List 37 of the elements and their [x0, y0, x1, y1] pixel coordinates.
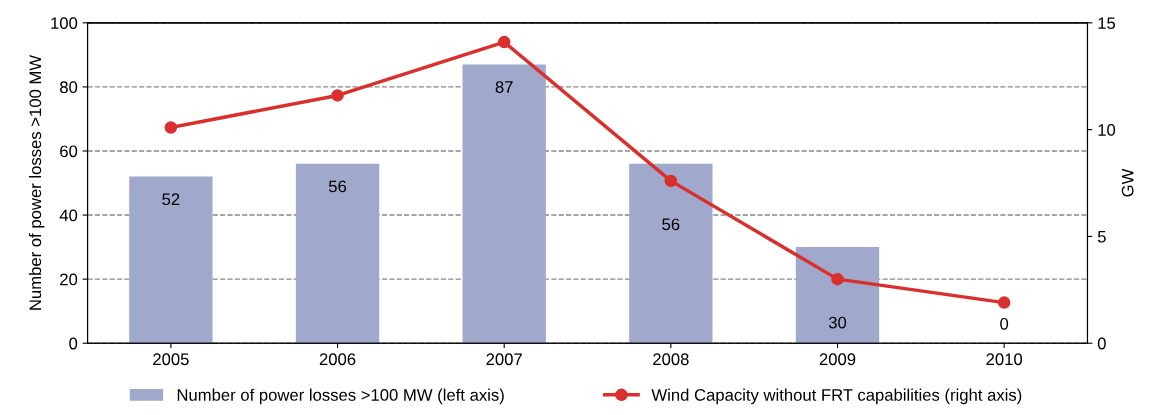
point	[331, 89, 344, 102]
y-tick-label: 20	[60, 273, 78, 286]
y-axis-title: Number of power losses >100 MW	[28, 55, 45, 310]
x-tick-label: 2010	[986, 353, 1023, 366]
y-tick-label: 80	[60, 81, 78, 94]
point	[164, 121, 178, 134]
point	[664, 174, 678, 188]
bar	[462, 64, 546, 344]
point	[831, 272, 844, 286]
bar	[295, 163, 380, 344]
x-tick-label: 2006	[319, 353, 356, 366]
bar	[795, 247, 880, 344]
data-label: 87	[495, 81, 513, 93]
y-tick-label: 60	[60, 145, 78, 158]
data-label: 52	[162, 193, 180, 206]
data-label: 56	[662, 218, 680, 231]
y-tick-label: 40	[59, 209, 78, 222]
y-tick-label: 0	[69, 337, 78, 350]
bar	[629, 163, 713, 344]
y2-tick-label: 0	[1097, 337, 1106, 350]
x-tick-label: 2007	[486, 353, 522, 366]
data-label: 56	[328, 180, 347, 193]
point	[497, 35, 511, 49]
x-tick-label: 2009	[819, 353, 856, 366]
x-tick-label: 2005	[153, 353, 189, 366]
legend-label: Number of power losses >100 MW (left axis)	[177, 388, 504, 405]
data-label: 0	[1000, 317, 1009, 330]
y2-tick-label: 5	[1097, 230, 1106, 243]
x-tick-label: 2008	[653, 353, 689, 366]
bar	[129, 176, 213, 344]
y2-axis-title: GW	[1121, 168, 1134, 197]
legend-label: Wind Capacity without FRT capabilities (right axis)	[651, 388, 1022, 405]
y-tick-label: 100	[51, 17, 78, 30]
data-label: 30	[828, 316, 847, 329]
y2-tick-label: 15	[1098, 17, 1116, 30]
y2-tick-label: 10	[1098, 124, 1116, 136]
point	[997, 296, 1011, 309]
